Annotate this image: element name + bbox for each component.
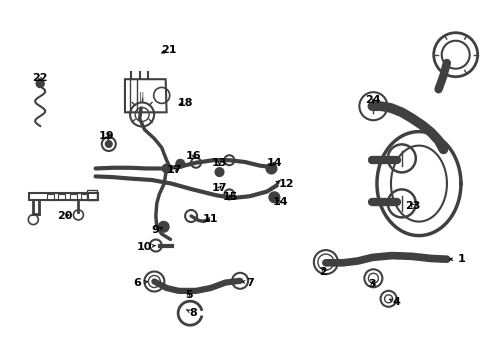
Text: 10: 10 <box>137 242 155 252</box>
Text: 6: 6 <box>133 278 147 288</box>
Text: 2: 2 <box>319 267 327 277</box>
Text: 4: 4 <box>390 297 401 307</box>
Text: 14: 14 <box>267 158 283 168</box>
Text: 22: 22 <box>32 73 48 84</box>
Circle shape <box>270 192 279 202</box>
Text: 9: 9 <box>151 225 163 235</box>
Text: 24: 24 <box>366 95 381 105</box>
Circle shape <box>163 165 171 172</box>
Text: 18: 18 <box>177 98 193 108</box>
Text: 11: 11 <box>203 213 219 224</box>
Circle shape <box>176 160 184 168</box>
Circle shape <box>159 222 169 232</box>
Text: 17: 17 <box>212 183 227 193</box>
Circle shape <box>216 168 223 176</box>
Text: 1: 1 <box>450 254 465 264</box>
Text: 5: 5 <box>185 290 193 300</box>
Text: 3: 3 <box>368 279 376 289</box>
Circle shape <box>267 163 276 174</box>
Text: 7: 7 <box>242 278 254 288</box>
Text: 15: 15 <box>222 192 238 202</box>
Text: 13: 13 <box>212 158 227 168</box>
Text: 14: 14 <box>272 197 288 207</box>
Circle shape <box>36 80 44 87</box>
Text: 17: 17 <box>167 165 182 175</box>
Text: 16: 16 <box>186 150 201 161</box>
Text: 20: 20 <box>57 211 73 221</box>
Text: 12: 12 <box>276 179 294 189</box>
Text: 8: 8 <box>187 308 197 318</box>
Circle shape <box>106 141 112 147</box>
Text: ||: || <box>139 91 146 102</box>
Text: 23: 23 <box>405 201 421 211</box>
Text: 19: 19 <box>99 131 115 141</box>
Text: 21: 21 <box>161 45 176 55</box>
